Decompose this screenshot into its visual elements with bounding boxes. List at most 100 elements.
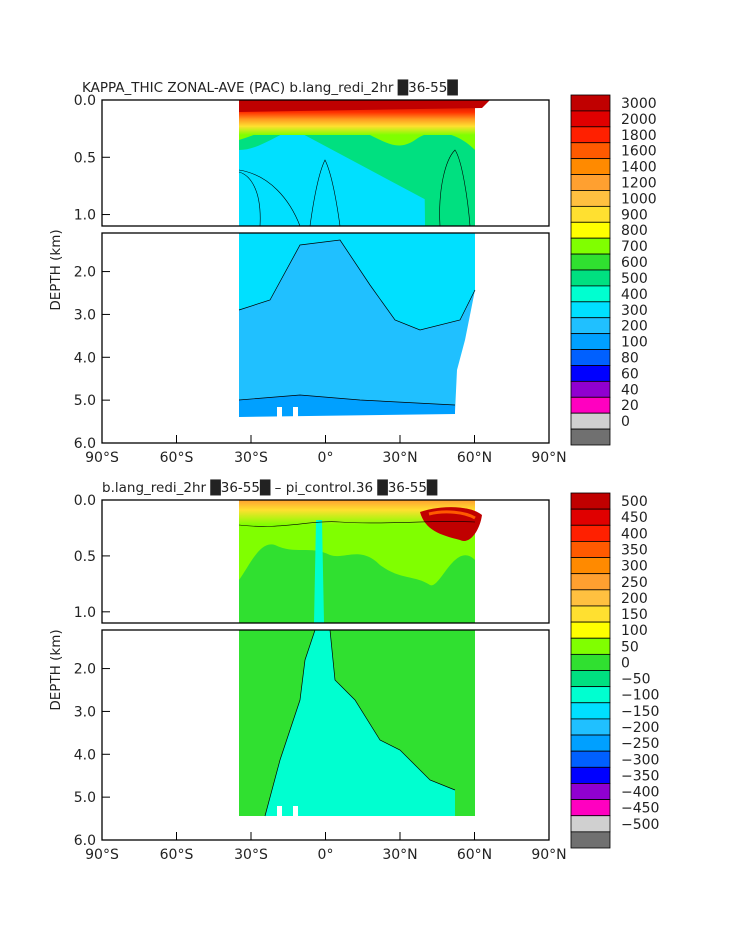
colorbar-label: 0: [621, 655, 630, 671]
colorbar-swatch: [570, 831, 611, 849]
x-tick-label: 30°N: [382, 450, 417, 466]
colorbar-label: 100: [621, 623, 648, 639]
panel-2-x-axis: 90°S 60°S 30°S 0° 30°N 60°N 90°N: [85, 832, 567, 863]
y-tick-label: 6.0: [74, 833, 96, 849]
colorbar-label: 700: [621, 239, 648, 255]
x-tick-label: 30°S: [234, 450, 268, 466]
colorbar-swatch: [570, 653, 611, 671]
y-tick-label: 0.5: [74, 549, 96, 565]
colorbar-label: 1600: [621, 144, 657, 160]
colorbar-label: −500: [621, 817, 659, 833]
colorbar-label: 1800: [621, 128, 657, 144]
colorbar-swatch: [570, 541, 611, 558]
colorbar-swatch: [570, 815, 611, 833]
colorbar-swatch: [570, 110, 611, 128]
colorbar-label: 1200: [621, 176, 657, 192]
panel-1-colorbar: 3000200018001600140012001000900800700600…: [570, 94, 657, 446]
colorbar-swatch: [570, 573, 611, 591]
colorbar-swatch: [570, 285, 611, 303]
panel-2-field-upper: [238, 500, 482, 623]
colorbar-label: 3000: [621, 96, 657, 112]
y-tick-label: 0.0: [74, 93, 96, 109]
colorbar-label: 300: [621, 559, 648, 575]
colorbar-label: 450: [621, 510, 648, 526]
colorbar-swatch: [570, 428, 611, 446]
colorbar-label: 150: [621, 607, 648, 623]
colorbar-label: 200: [621, 319, 648, 335]
colorbar-swatch: [570, 365, 611, 382]
panel-1-x-axis: 90°S 60°S 30°S 0° 30°N 60°N 90°N: [85, 435, 567, 466]
colorbar-label: 60: [621, 366, 639, 382]
colorbar-swatch: [570, 301, 611, 319]
colorbar-swatch: [570, 349, 611, 366]
colorbar-swatch: [570, 333, 611, 350]
colorbar-label: 500: [621, 494, 648, 510]
colorbar-swatch: [570, 205, 611, 223]
x-tick-label: 0°: [318, 450, 334, 466]
panel-2-ylabel: DEPTH (km): [48, 629, 64, 710]
colorbar-label: −250: [621, 736, 659, 752]
x-tick-label: 30°N: [382, 847, 417, 863]
colorbar-swatch: [570, 524, 611, 542]
colorbar-label: 800: [621, 223, 648, 239]
colorbar-swatch: [570, 557, 611, 575]
colorbar-label: 400: [621, 287, 648, 303]
colorbar-label: −150: [621, 704, 659, 720]
y-tick-label: 3.0: [74, 307, 96, 323]
y-tick-label: 4.0: [74, 747, 96, 763]
panel-2-y-axis: DEPTH (km) 0.0 0.5 1.0 2.0 3.0 4.0 5.0 6.0: [48, 493, 110, 849]
x-tick-label: 90°S: [85, 847, 119, 863]
colorbar-swatch: [570, 750, 611, 768]
colorbar-label: 400: [621, 526, 648, 542]
panel-2-title: b.lang_redi_2hr █36-55█ – pi_control.36 …: [102, 479, 438, 496]
colorbar-label: 1000: [621, 191, 657, 207]
colorbar-swatch: [570, 221, 611, 239]
panel-1: KAPPA_THIC ZONAL-AVE (PAC) b.lang_redi_2…: [48, 79, 657, 466]
colorbar-swatch: [570, 783, 611, 800]
y-tick-label: 4.0: [74, 350, 96, 366]
y-tick-label: 1.0: [74, 605, 96, 621]
x-tick-label: 0°: [318, 847, 334, 863]
colorbar-label: 250: [621, 575, 648, 591]
panel-2: b.lang_redi_2hr █36-55█ – pi_control.36 …: [48, 479, 659, 863]
colorbar-swatch: [570, 508, 611, 526]
colorbar-swatch: [570, 158, 611, 175]
panel-1-y-axis: DEPTH (km) 0.0 0.5 1.0 2.0 3.0 4.0 5.0 6.0: [48, 93, 110, 452]
colorbar-label: 50: [621, 639, 639, 655]
y-tick-label: 2.0: [74, 662, 96, 678]
y-tick-label: 5.0: [74, 790, 96, 806]
colorbar-swatch: [570, 237, 611, 255]
colorbar-label: 80: [621, 351, 639, 367]
y-tick-label: 0.0: [74, 493, 96, 509]
colorbar-label: 200: [621, 591, 648, 607]
colorbar-swatch: [570, 142, 611, 160]
colorbar-swatch: [570, 799, 611, 817]
colorbar-label: 100: [621, 335, 648, 351]
colorbar-swatch: [570, 317, 611, 335]
y-tick-label: 0.5: [74, 150, 96, 166]
colorbar-swatch: [570, 412, 611, 430]
colorbar-label: 300: [621, 303, 648, 319]
y-tick-label: 2.0: [74, 265, 96, 281]
colorbar-swatch: [570, 605, 611, 623]
colorbar-swatch: [570, 621, 611, 639]
colorbar-swatch: [570, 174, 611, 191]
colorbar-label: −50: [621, 672, 651, 688]
y-tick-label: 6.0: [74, 436, 96, 452]
x-tick-label: 60°N: [457, 450, 492, 466]
colorbar-swatch: [570, 637, 611, 655]
colorbar-label: −300: [621, 752, 659, 768]
colorbar-label: 500: [621, 271, 648, 287]
panel-1-field-lower: [238, 233, 476, 417]
colorbar-swatch: [570, 190, 611, 207]
colorbar-swatch: [570, 734, 611, 752]
y-tick-label: 3.0: [74, 704, 96, 720]
panel-2-field-lower: [239, 629, 475, 817]
colorbar-label: 0: [621, 414, 630, 430]
colorbar-label: 900: [621, 207, 648, 223]
colorbar-swatch: [570, 718, 611, 736]
x-tick-label: 30°S: [234, 847, 268, 863]
colorbar-swatch: [570, 492, 611, 510]
panel-1-field-upper: [238, 100, 490, 227]
colorbar-label: −400: [621, 785, 659, 801]
